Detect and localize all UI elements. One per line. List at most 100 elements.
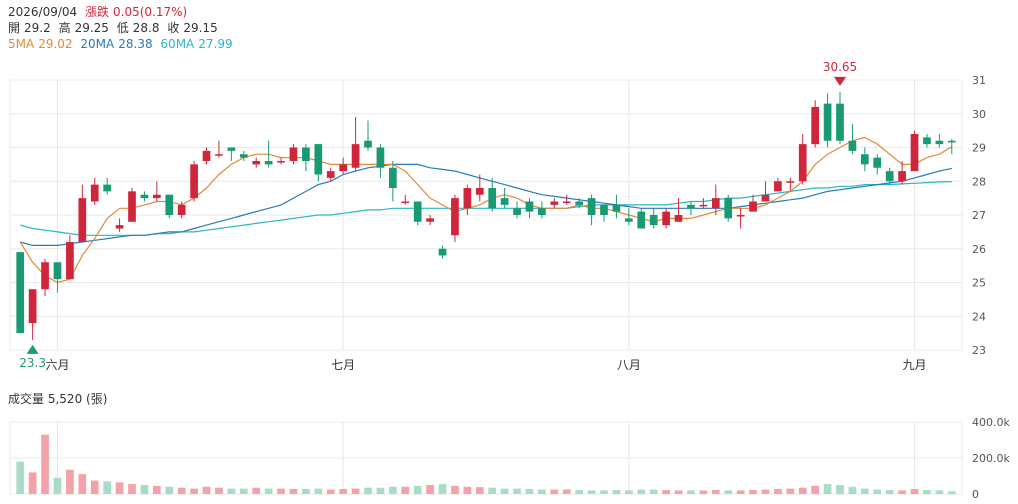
candle-body [848, 140, 857, 151]
change-label: 漲跌 [85, 5, 110, 19]
open-value: 29.2 [24, 21, 51, 35]
close-label: 收 [167, 21, 180, 35]
volume-bar [761, 489, 770, 494]
volume-bar [637, 489, 646, 494]
candle-body [786, 181, 795, 183]
candle-body [662, 211, 670, 226]
volume-bar [711, 490, 720, 494]
candle-body [177, 204, 186, 215]
candle-body [624, 218, 633, 222]
min-marker-triangle [26, 344, 39, 354]
price-header-row: 2026/09/04 漲跌 0.05(0.17%) [8, 4, 191, 20]
ma20-value: 28.38 [118, 37, 153, 51]
volume-bar [674, 490, 683, 494]
max-marker-label: 30.65 [823, 60, 857, 74]
candle-body [451, 198, 459, 236]
candle-body [823, 103, 832, 141]
candle-body [550, 201, 559, 205]
candle-body [438, 248, 447, 256]
volume-bar [624, 490, 633, 494]
volume-bar [836, 485, 844, 494]
volume-bar [575, 490, 584, 494]
y-tick-label: 24 [972, 310, 986, 323]
volume-bar [798, 487, 807, 494]
candle-body [736, 215, 745, 217]
candle-body [252, 161, 261, 165]
volume-bar [78, 474, 87, 494]
candle-body [687, 204, 695, 209]
volume-label: 成交量 [8, 392, 45, 406]
volume-bar [202, 486, 211, 494]
volume-bar [587, 490, 596, 494]
volume-bar [53, 477, 62, 494]
high-label: 高 [58, 21, 71, 35]
y-tick-label: 31 [972, 74, 986, 87]
candle-body [90, 184, 99, 202]
candle-body [140, 194, 149, 199]
candle-body [860, 154, 869, 165]
volume-bar [898, 490, 906, 494]
candle-body [16, 252, 25, 334]
candle-body [388, 167, 397, 188]
volume-bar [264, 488, 273, 494]
candle-body [885, 171, 894, 182]
volume-bar [774, 488, 782, 494]
candle-body [215, 154, 223, 156]
candle-body [836, 103, 844, 141]
candle-body [562, 201, 571, 203]
open-label: 開 [8, 21, 21, 35]
candle-body [711, 198, 720, 209]
volume-bar [947, 491, 956, 494]
volume-bar [525, 488, 534, 494]
month-label: 八月 [617, 358, 641, 372]
volume-unit: (張) [86, 392, 108, 406]
volume-bar [326, 489, 335, 494]
candle-body [277, 161, 285, 163]
candle-body [724, 198, 733, 219]
candle-body [289, 147, 298, 161]
candle-body [103, 184, 112, 192]
candle-body [873, 157, 882, 168]
volume-bar [165, 486, 174, 494]
volume-bar [41, 434, 49, 494]
volume-bar [600, 490, 608, 494]
candle-body [587, 198, 596, 215]
y-tick-label: 30 [972, 108, 986, 121]
ma60-line [20, 181, 952, 236]
volume-tick-label: 200.0k [972, 452, 1010, 465]
volume-bar [339, 488, 348, 494]
candle-body [351, 144, 360, 168]
candle-body [152, 194, 161, 199]
volume-bar [227, 488, 236, 494]
candle-body [202, 150, 211, 161]
candle-body [227, 147, 236, 151]
candle-body [264, 161, 273, 165]
candle-body [41, 262, 49, 290]
month-label: 七月 [331, 358, 355, 372]
min-marker-label: 23.3 [19, 356, 46, 370]
volume-bar [438, 484, 447, 494]
max-marker-triangle [834, 76, 846, 86]
candle-body [128, 191, 136, 222]
volume-bar [687, 490, 695, 494]
candle-body [364, 140, 372, 148]
candle-body [798, 144, 807, 182]
volume-bar [66, 469, 74, 494]
volume-bar [699, 490, 708, 494]
y-tick-label: 28 [972, 175, 986, 188]
candle-body [53, 262, 62, 280]
volume-bar [376, 487, 385, 494]
volume-bar [848, 486, 857, 494]
volume-bar [277, 488, 285, 494]
volume-bar [513, 488, 521, 494]
month-label: 九月 [903, 358, 927, 372]
volume-bar [215, 487, 223, 494]
candle-body [649, 215, 658, 226]
low-label: 低 [116, 21, 129, 35]
volume-bar [152, 485, 161, 494]
ma5-line [19, 136, 953, 284]
candle-body [165, 194, 174, 215]
y-tick-label: 27 [972, 209, 986, 222]
volume-bar [128, 484, 136, 494]
